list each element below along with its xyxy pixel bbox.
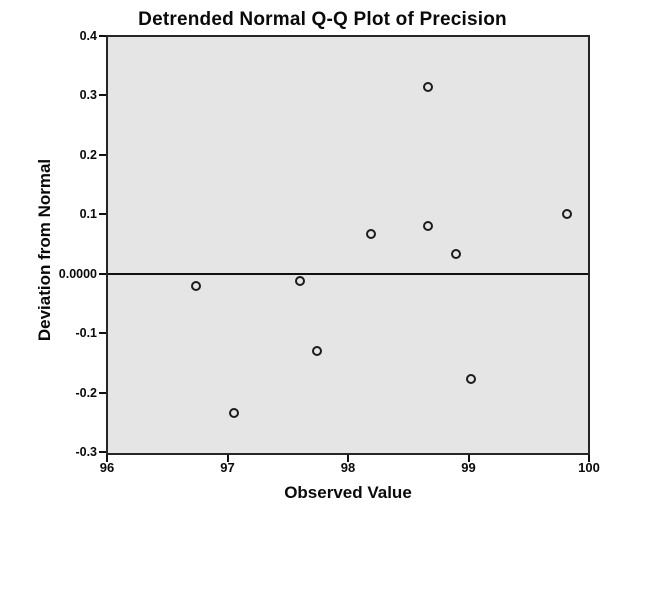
y-tick xyxy=(99,451,106,453)
x-tick xyxy=(106,455,108,462)
y-axis-title: Deviation from Normal xyxy=(35,158,54,342)
x-axis-title: Observed Value xyxy=(284,483,412,502)
chart-title: Detrended Normal Q-Q Plot of Precision xyxy=(138,9,507,30)
x-tick-label: 99 xyxy=(461,460,476,475)
data-point xyxy=(451,248,462,259)
x-tick-label: 98 xyxy=(340,460,356,475)
data-point xyxy=(365,228,376,239)
x-tick xyxy=(347,455,349,462)
y-tick xyxy=(99,272,106,275)
data-point xyxy=(294,276,305,287)
data-point xyxy=(311,345,322,356)
y-tick-label: 0.3 xyxy=(79,88,97,103)
y-tick xyxy=(99,94,106,97)
y-tick-label: -0.2 xyxy=(75,385,97,400)
zero-reference-line xyxy=(108,272,588,275)
y-tick-label: 0.4 xyxy=(79,29,97,43)
y-tick xyxy=(99,213,106,216)
y-tick xyxy=(99,35,106,37)
y-tick-label: 0.1 xyxy=(79,207,97,222)
x-tick xyxy=(226,455,229,462)
data-point xyxy=(228,408,239,419)
y-tick-label: -0.1 xyxy=(75,326,97,341)
y-tick-label: 0.0000 xyxy=(58,266,97,281)
data-point xyxy=(422,81,433,92)
data-point xyxy=(422,220,433,231)
data-point xyxy=(562,208,573,219)
x-tick xyxy=(588,455,590,462)
y-tick xyxy=(99,153,106,156)
x-tick-label: 96 xyxy=(99,460,115,475)
x-tick xyxy=(467,455,470,462)
data-point xyxy=(465,374,476,385)
x-tick-label: 100 xyxy=(578,460,600,475)
y-tick xyxy=(99,391,106,394)
data-point xyxy=(191,280,202,291)
y-tick xyxy=(99,332,106,335)
y-tick-label: 0.2 xyxy=(79,147,97,162)
y-tick-label: -0.3 xyxy=(75,445,97,459)
x-tick-label: 97 xyxy=(220,460,235,475)
plot-area xyxy=(106,35,590,455)
